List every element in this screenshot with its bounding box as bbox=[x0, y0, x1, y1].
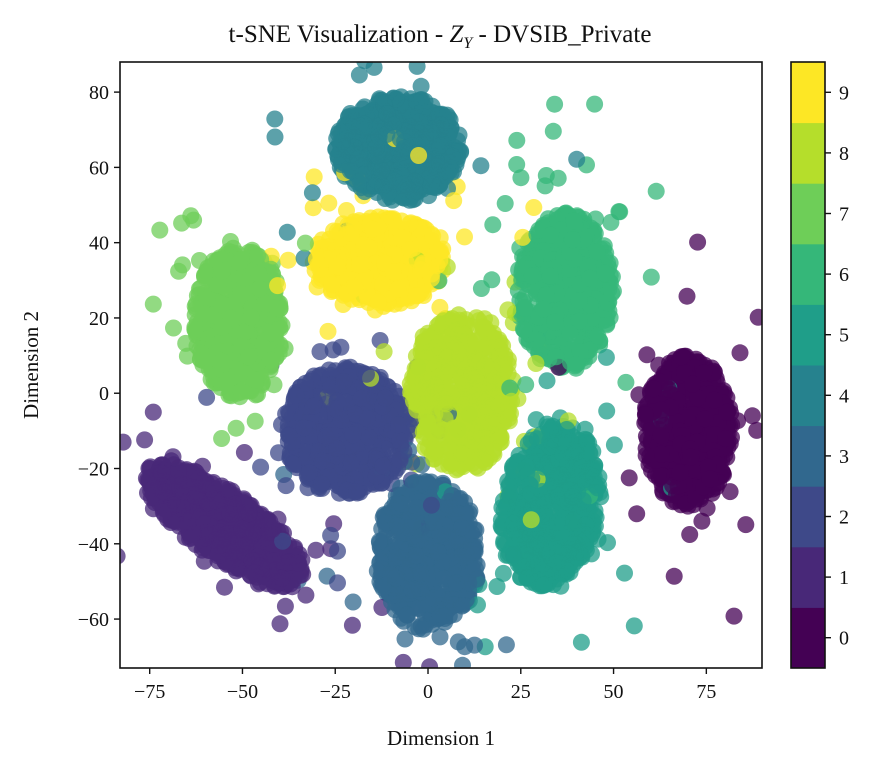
scatter-point bbox=[620, 469, 638, 487]
scatter-point bbox=[144, 403, 162, 421]
scatter-point bbox=[505, 456, 523, 474]
scatter-point bbox=[431, 298, 449, 316]
scatter-point bbox=[743, 407, 761, 425]
scatter-point bbox=[549, 169, 567, 187]
scatter-point bbox=[496, 195, 514, 212]
scatter-point bbox=[642, 268, 660, 286]
scatter-point bbox=[544, 122, 562, 140]
scatter-point bbox=[297, 586, 315, 604]
scatter-point bbox=[517, 376, 535, 394]
scatter-point bbox=[266, 110, 284, 128]
scatter-point bbox=[177, 334, 195, 352]
scatter-point bbox=[303, 184, 321, 202]
scatter-point bbox=[483, 271, 501, 289]
title-var: Z bbox=[449, 21, 464, 48]
scatter-point bbox=[749, 308, 762, 326]
scatter-point bbox=[276, 597, 294, 615]
title-sub: Y bbox=[463, 35, 474, 52]
title-prefix: t-SNE Visualization - bbox=[229, 21, 450, 48]
scatter-point bbox=[165, 319, 182, 337]
scatter-point bbox=[472, 157, 490, 175]
scatter-point bbox=[500, 409, 518, 427]
scatter-point bbox=[320, 194, 338, 212]
scatter-point bbox=[277, 405, 295, 423]
scatter-point bbox=[665, 567, 683, 585]
scatter-point bbox=[546, 95, 564, 113]
scatter-point bbox=[508, 156, 526, 173]
scatter-point bbox=[182, 207, 200, 225]
scatter-point bbox=[136, 431, 154, 449]
scatter-point bbox=[748, 421, 762, 439]
scatter-point bbox=[431, 628, 449, 646]
scatter-point bbox=[456, 228, 473, 246]
scatter-point bbox=[494, 564, 512, 582]
scatter-point bbox=[394, 653, 412, 668]
scatter-point bbox=[625, 617, 643, 635]
scatter-point bbox=[322, 526, 340, 544]
scatter-point bbox=[151, 221, 169, 239]
scatter-point bbox=[307, 541, 325, 559]
scatter-point bbox=[617, 373, 635, 391]
scatter-point bbox=[319, 322, 337, 340]
scatter-point bbox=[213, 430, 231, 447]
scatter-point bbox=[392, 667, 398, 668]
scatter-points bbox=[120, 62, 762, 721]
scatter-point bbox=[329, 542, 346, 560]
chart-title: t-SNE Visualization - ZY - DVSIB_Private bbox=[229, 21, 652, 52]
scatter-point bbox=[344, 593, 362, 611]
scatter-point bbox=[587, 210, 605, 228]
scatter-point bbox=[120, 433, 132, 451]
scatter-point bbox=[598, 402, 616, 420]
scatter-point bbox=[681, 526, 699, 543]
scatter-point bbox=[454, 656, 471, 668]
scatter-point bbox=[178, 347, 196, 365]
scatter-point bbox=[512, 169, 530, 187]
scatter-point bbox=[589, 530, 607, 548]
scatter-point bbox=[693, 512, 711, 530]
scatter-point bbox=[408, 62, 426, 75]
scatter-point bbox=[170, 262, 188, 280]
scatter-point bbox=[332, 338, 350, 356]
scatter-point bbox=[586, 95, 604, 113]
scatter-point bbox=[605, 436, 623, 454]
scatter-point bbox=[252, 458, 270, 476]
scatter-point bbox=[725, 607, 743, 625]
scatter-point bbox=[508, 131, 526, 149]
title-suffix: - DVSIB_Private bbox=[472, 21, 651, 48]
scatter-point bbox=[304, 199, 322, 217]
scatter-point bbox=[538, 372, 556, 390]
scatter-point bbox=[365, 62, 383, 76]
scatter-point bbox=[271, 615, 289, 633]
scatter-point bbox=[494, 337, 512, 355]
scatter-point bbox=[638, 346, 656, 364]
scatter-point bbox=[497, 636, 515, 654]
scatter-point bbox=[278, 223, 296, 241]
scatter-point bbox=[279, 251, 297, 269]
scatter-point bbox=[737, 516, 755, 534]
scatter-point bbox=[596, 704, 613, 721]
scatter-point bbox=[536, 177, 554, 195]
scatter-point bbox=[198, 388, 216, 406]
scatter-point bbox=[616, 564, 633, 582]
scatter-point bbox=[235, 444, 253, 461]
scatter-point bbox=[731, 344, 749, 362]
scatter-point bbox=[305, 168, 323, 186]
scatter-point bbox=[338, 202, 355, 219]
scatter-point bbox=[484, 216, 502, 234]
scatter-point bbox=[721, 483, 739, 501]
scatter-point bbox=[678, 287, 696, 305]
scatter-point bbox=[216, 578, 233, 596]
scatter-point bbox=[514, 228, 532, 246]
scatter-point bbox=[246, 412, 264, 430]
scatter-point bbox=[266, 128, 284, 146]
scatter-point bbox=[396, 630, 414, 648]
scatter-point bbox=[525, 199, 543, 216]
scatter-point bbox=[572, 633, 590, 651]
